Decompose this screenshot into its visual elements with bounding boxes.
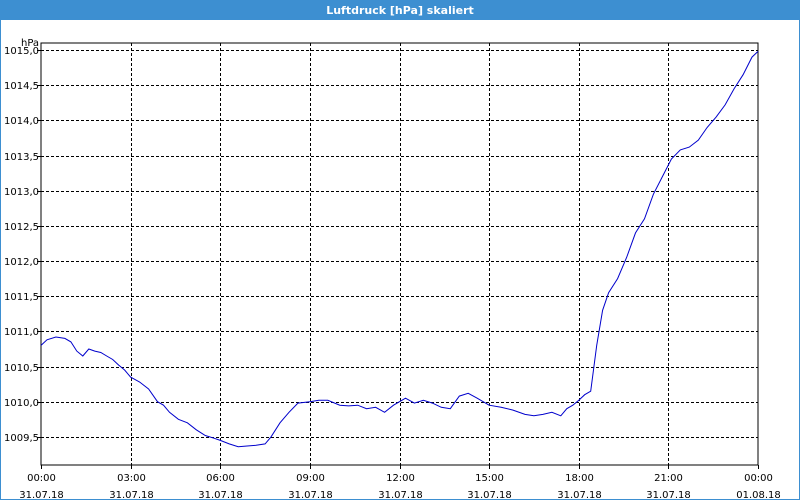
x-tick-date: 01.08.18: [736, 490, 781, 499]
y-tick-label: 1014,0: [4, 116, 39, 127]
x-axis: 00:00 31.07.18 03:00 31.07.18 06:00 31.07.18 0…: [19, 465, 781, 499]
pressure-chart: hPa 1009,5 1010,0 1010,5 1011,0 1011,5 1012,0…: [4, 38, 781, 499]
y-tick-label: 1014,5: [4, 81, 39, 92]
window-title: Luftdruck [hPa] skaliert: [1, 1, 799, 20]
x-tick-time: 18:00: [565, 473, 594, 484]
y-axis: 1009,5 1010,0 1010,5 1011,0 1011,5 1012,0 1012…: [4, 46, 41, 444]
y-tick-label: 1012,0: [4, 257, 39, 268]
x-tick-time: 00:00: [27, 473, 56, 484]
x-tick-date: 31.07.18: [288, 490, 333, 499]
x-tick-date: 31.07.18: [19, 490, 64, 499]
x-tick-date: 31.07.18: [109, 490, 154, 499]
y-axis-label: hPa: [21, 38, 39, 49]
y-tick-label: 1010,5: [4, 363, 39, 374]
y-tick-label: 1011,0: [4, 327, 39, 338]
x-tick-time: 09:00: [296, 473, 325, 484]
grid: [41, 43, 758, 465]
y-tick-label: 1009,5: [4, 433, 39, 444]
x-tick-date: 31.07.18: [646, 490, 691, 499]
x-tick-time: 00:00: [744, 473, 773, 484]
x-tick-time: 03:00: [117, 473, 146, 484]
y-tick-label: 1011,5: [4, 292, 39, 303]
x-tick-date: 31.07.18: [378, 490, 423, 499]
series-line: [40, 51, 759, 448]
y-tick-label: 1010,0: [4, 398, 39, 409]
y-tick-label: 1015,0: [4, 46, 39, 57]
y-tick-label: 1013,0: [4, 187, 39, 198]
x-tick-date: 31.07.18: [467, 490, 512, 499]
x-tick-date: 31.07.18: [198, 490, 243, 499]
x-tick-date: 31.07.18: [557, 490, 602, 499]
x-tick-time: 06:00: [206, 473, 235, 484]
plot-frame: [40, 42, 759, 466]
x-tick-time: 21:00: [654, 473, 683, 484]
x-tick-time: 12:00: [386, 473, 415, 484]
x-tick-time: 15:00: [475, 473, 504, 484]
y-tick-label: 1013,5: [4, 152, 39, 163]
y-tick-label: 1012,5: [4, 222, 39, 233]
